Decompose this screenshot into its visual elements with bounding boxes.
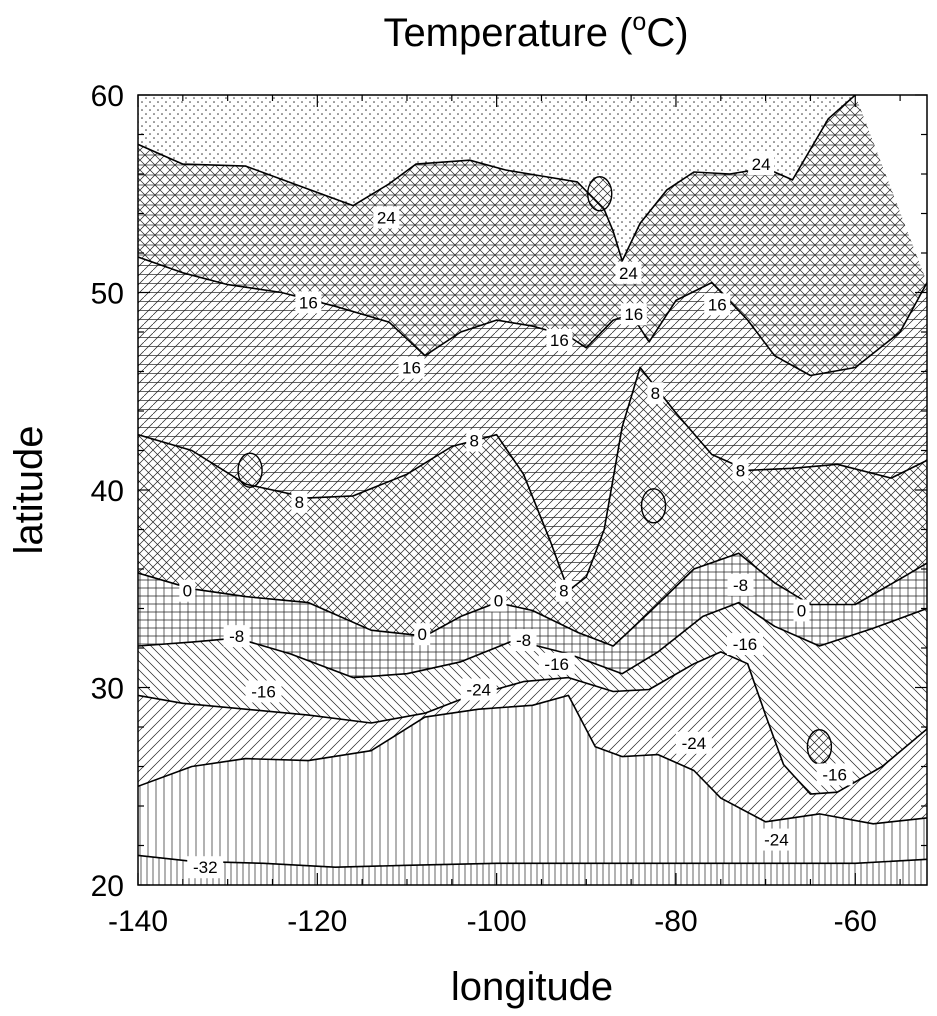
svg-text:0: 0 xyxy=(417,625,426,644)
contour-band xyxy=(138,257,927,591)
svg-text:0: 0 xyxy=(494,592,503,611)
contour-band xyxy=(138,651,927,824)
svg-text:-8: -8 xyxy=(733,576,748,595)
contour-line xyxy=(138,694,927,825)
x-tick-label: -120 xyxy=(287,905,347,938)
contour-label: -8 xyxy=(727,573,754,596)
contour-label: 8 xyxy=(732,459,749,482)
contour-line xyxy=(138,854,927,868)
svg-text:24: 24 xyxy=(377,208,396,227)
contour-label: 24 xyxy=(615,261,642,284)
svg-text:16: 16 xyxy=(402,359,421,378)
svg-text:-24: -24 xyxy=(682,734,707,753)
svg-text:-32: -32 xyxy=(193,858,218,877)
contour-label: -24 xyxy=(758,828,795,851)
contour-band xyxy=(138,95,927,261)
y-tick-label: 30 xyxy=(91,673,124,706)
contour-line xyxy=(138,651,927,795)
contour-band xyxy=(138,95,927,376)
contour-band xyxy=(138,367,927,646)
x-tick-label: -100 xyxy=(467,905,527,938)
contour-label: -32 xyxy=(187,856,224,879)
svg-text:-24: -24 xyxy=(466,680,491,699)
contour-label: -8 xyxy=(510,629,537,652)
contour-label: 8 xyxy=(291,490,308,513)
contour-band xyxy=(138,695,927,868)
contour-label: 0 xyxy=(793,599,810,622)
y-tick-label: 60 xyxy=(91,80,124,113)
contour-cell xyxy=(640,488,667,524)
plot-area: 24 24 24 16 16 16 16 16 8 8 8 8 8 0 0 0 0 -8 -8 -8 -16 -16 -16… xyxy=(138,95,927,885)
chart-title: Temperature (oC) xyxy=(383,8,688,55)
svg-text:-16: -16 xyxy=(251,682,276,701)
axis-ticks xyxy=(137,94,927,886)
contour-label: 16 xyxy=(704,293,731,316)
svg-text:24: 24 xyxy=(619,264,638,283)
contour-label: -24 xyxy=(675,731,712,754)
svg-text:16: 16 xyxy=(299,293,318,312)
svg-text:0: 0 xyxy=(183,582,192,601)
contour-line xyxy=(138,552,927,647)
svg-text:16: 16 xyxy=(624,305,643,324)
contour-label: 8 xyxy=(555,579,572,602)
svg-text:8: 8 xyxy=(651,384,660,403)
svg-text:-16: -16 xyxy=(733,635,758,654)
svg-text:24: 24 xyxy=(752,155,771,174)
x-axis-label: longitude xyxy=(451,965,613,1009)
contour-cell xyxy=(806,729,833,765)
contour-label: 16 xyxy=(295,291,322,314)
contour-label: -24 xyxy=(460,678,497,701)
contour-cell xyxy=(237,452,263,488)
svg-text:8: 8 xyxy=(295,493,304,512)
svg-text:8: 8 xyxy=(736,461,745,480)
contour-label: -16 xyxy=(816,763,853,786)
y-tick-label: 50 xyxy=(91,278,124,311)
y-tick-label: 20 xyxy=(91,870,124,903)
contour-label: 0 xyxy=(414,623,431,646)
y-axis-label: latitude xyxy=(7,426,51,555)
svg-text:-8: -8 xyxy=(516,631,531,650)
contour-label: -16 xyxy=(245,680,282,703)
contour-label: 16 xyxy=(546,328,573,351)
contour-cells xyxy=(237,176,833,765)
contour-bands xyxy=(138,95,927,885)
contour-label: 24 xyxy=(748,153,775,176)
contour-line xyxy=(138,95,856,262)
svg-text:8: 8 xyxy=(559,582,568,601)
x-tick-label: -80 xyxy=(654,905,697,938)
svg-text:-16: -16 xyxy=(544,655,569,674)
contour-label: -16 xyxy=(538,652,575,675)
contour-labels: 24 24 24 16 16 16 16 16 8 8 8 8 8 0 0 0 0 -8 -8 -8 -16 -16 -16… xyxy=(179,153,853,879)
contour-label: 16 xyxy=(620,303,647,326)
contour-label: 0 xyxy=(490,589,507,612)
svg-text:-8: -8 xyxy=(229,627,244,646)
x-tick-label: -140 xyxy=(108,905,168,938)
contour-label: 16 xyxy=(398,356,425,379)
contour-label: -8 xyxy=(223,625,250,648)
contour-band xyxy=(138,855,927,885)
contour-label: -16 xyxy=(726,633,763,656)
contour-label: 8 xyxy=(466,429,483,452)
svg-text:16: 16 xyxy=(708,295,727,314)
contour-line xyxy=(138,366,927,592)
svg-text:0: 0 xyxy=(797,601,806,620)
y-tick-label: 40 xyxy=(91,475,124,508)
x-tick-label: -60 xyxy=(834,905,877,938)
svg-text:-24: -24 xyxy=(764,831,789,850)
contour-label: 8 xyxy=(647,382,664,405)
contour-label: 0 xyxy=(179,579,196,602)
svg-text:16: 16 xyxy=(550,331,569,350)
svg-text:8: 8 xyxy=(469,432,478,451)
svg-text:-16: -16 xyxy=(822,765,847,784)
contour-label: 24 xyxy=(373,206,400,229)
